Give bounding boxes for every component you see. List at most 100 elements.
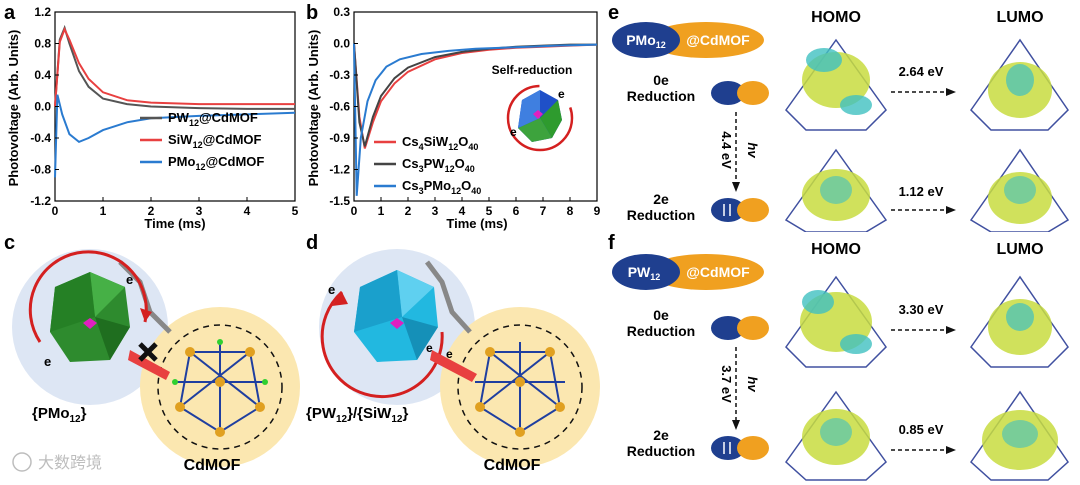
svg-text:PMo12: PMo12 [626,32,666,50]
electron-label-c2: e [44,354,51,369]
panel-e: PMo12 @CdMOF HOMO LUMO 0e Reduction hv 4… [612,9,1070,232]
pill-f: PW12 @CdMOF [612,254,764,290]
series-line-1 [54,26,295,107]
hv-label-f: hv [745,376,760,392]
inset-self-reduction: Self-reduction [492,63,573,77]
blocked-cross-icon [138,342,158,362]
homo-header-f: HOMO [811,241,861,258]
electron-label-d3: e [446,347,453,361]
legend-entry: SiW12@CdMOF [168,132,262,150]
x-tick-label: 2 [405,204,412,218]
mof-label-c: CdMOF [184,457,241,474]
legend-entry: Cs3PW12O40 [402,156,475,174]
y-tick-label: 1.2 [34,5,51,19]
x-tick-label: 3 [196,204,203,218]
lumo-header-e: LUMO [996,9,1043,26]
y-axis-label-a: Photovoltage (Arb. Units) [6,30,21,187]
transfer-arrow-blocked [128,350,170,380]
panel-label-d: d [306,232,319,254]
panel-label-f: f [608,232,615,254]
homo-header-e: HOMO [811,9,861,26]
svg-text:@CdMOF: @CdMOF [686,32,750,48]
orbital-homo-f1 [785,275,887,368]
legend-entry: Cs4SiW12O40 [402,134,478,152]
gap2-e: 1.12 eV [899,184,944,199]
state1-line1-e: 0e [653,72,669,88]
svg-text:PW12: PW12 [628,264,661,282]
x-tick-label: 4 [244,204,251,218]
panel-label-b: b [306,2,319,24]
electron-label-c1: e [126,272,133,287]
x-tick-label: 3 [432,204,439,218]
y-tick-label: 0.0 [333,37,350,51]
electron-spin-icon-f [723,442,731,454]
transfer-arrow-d [430,350,477,382]
series-line-2 [353,43,598,196]
state2-line1-f: 2e [653,427,669,443]
series-line-2 [54,94,296,178]
x-axis-label-b: Time (ms) [446,216,507,231]
y-tick-label: -0.4 [30,131,51,145]
panel-label-e: e [608,2,620,24]
electron-spin-icon-e [723,204,731,216]
x-tick-label: 7 [540,204,547,218]
poly-label-d: {PW12}/{SiW12} [306,405,408,425]
x-tick-label: 1 [100,204,107,218]
panel-label-a: a [4,2,16,24]
orbital-lumo-e1 [970,38,1069,131]
illustration-c: e e {PMo12} CdMOF 大数跨境 [12,249,300,474]
y-tick-label: -1.2 [30,194,51,208]
mof-dashed-ring-d [457,324,583,450]
orbital-lumo-f1 [970,275,1069,368]
y-tick-label: -0.6 [329,100,350,114]
x-tick-label: 8 [567,204,574,218]
orbital-lumo-e2 [969,148,1070,232]
pill-e: PMo12 @CdMOF [612,22,764,58]
panel-f: PW12 @CdMOF HOMO LUMO 0e Reduction hv 3.… [612,241,1069,481]
electron-cycle-arrow [28,250,148,343]
orbital-homo-f2 [785,390,887,481]
polyoxometalate-green [50,272,130,362]
state1-line1-f: 0e [653,307,669,323]
legend-entry: Cs3PMo12O40 [402,178,481,196]
y-tick-label: -1.2 [329,163,350,177]
y-tick-label: -0.3 [329,68,350,82]
legend-entry: PW12@CdMOF [168,110,258,128]
polyoxometalate-cyan [354,270,438,362]
mof-label-d: CdMOF [484,457,541,474]
panel-label-c: c [4,232,16,254]
inset-electron-2: e [510,125,517,139]
plot-frame-b [353,11,598,202]
series-line-0 [54,24,295,110]
poly-label-c: {PMo12} [32,405,87,425]
x-tick-label: 1 [378,204,385,218]
excitation-e: 4.4 eV [719,131,734,169]
mof-lattice [175,342,265,434]
chart-b: 0 1 2 3 4 5 6 7 8 9 0.3 0.0 -0.3 -0.6 -0.9 -1.2 -1.5 Pho… [306,5,601,231]
x-tick-label: 5 [486,204,493,218]
legend-entry: PMo12@CdMOF [168,154,264,172]
legend-a: PW12@CdMOF SiW12@CdMOF PMo12@CdMOF [140,110,264,172]
hv-label-e: hv [745,142,760,158]
orbital-homo-e2 [784,148,888,232]
y-tick-label: -1.5 [329,194,350,208]
excitation-f: 3.7 eV [719,365,734,403]
gap1-e: 2.64 eV [899,64,944,79]
electron-label-d1: e [328,282,335,297]
state1-line2-e: Reduction [627,88,695,104]
x-tick-label: 6 [513,204,520,218]
x-tick-label: 0 [52,204,59,218]
orbital-lumo-f2 [970,390,1069,481]
x-tick-label: 5 [292,204,299,218]
lumo-header-f: LUMO [996,241,1043,258]
x-tick-label: 4 [459,204,466,218]
y-tick-label: -0.9 [329,131,350,145]
y-axis-label-b: Photovoltage (Arb. Units) [306,30,321,187]
svg-text:@CdMOF: @CdMOF [686,264,750,280]
gap1-f: 3.30 eV [899,302,944,317]
x-axis-label-a: Time (ms) [144,216,205,231]
state2-line2-f: Reduction [627,443,695,459]
state2-line1-e: 2e [653,191,669,207]
y-tick-label: 0.3 [333,5,350,19]
y-tick-label: 0.0 [34,100,51,114]
